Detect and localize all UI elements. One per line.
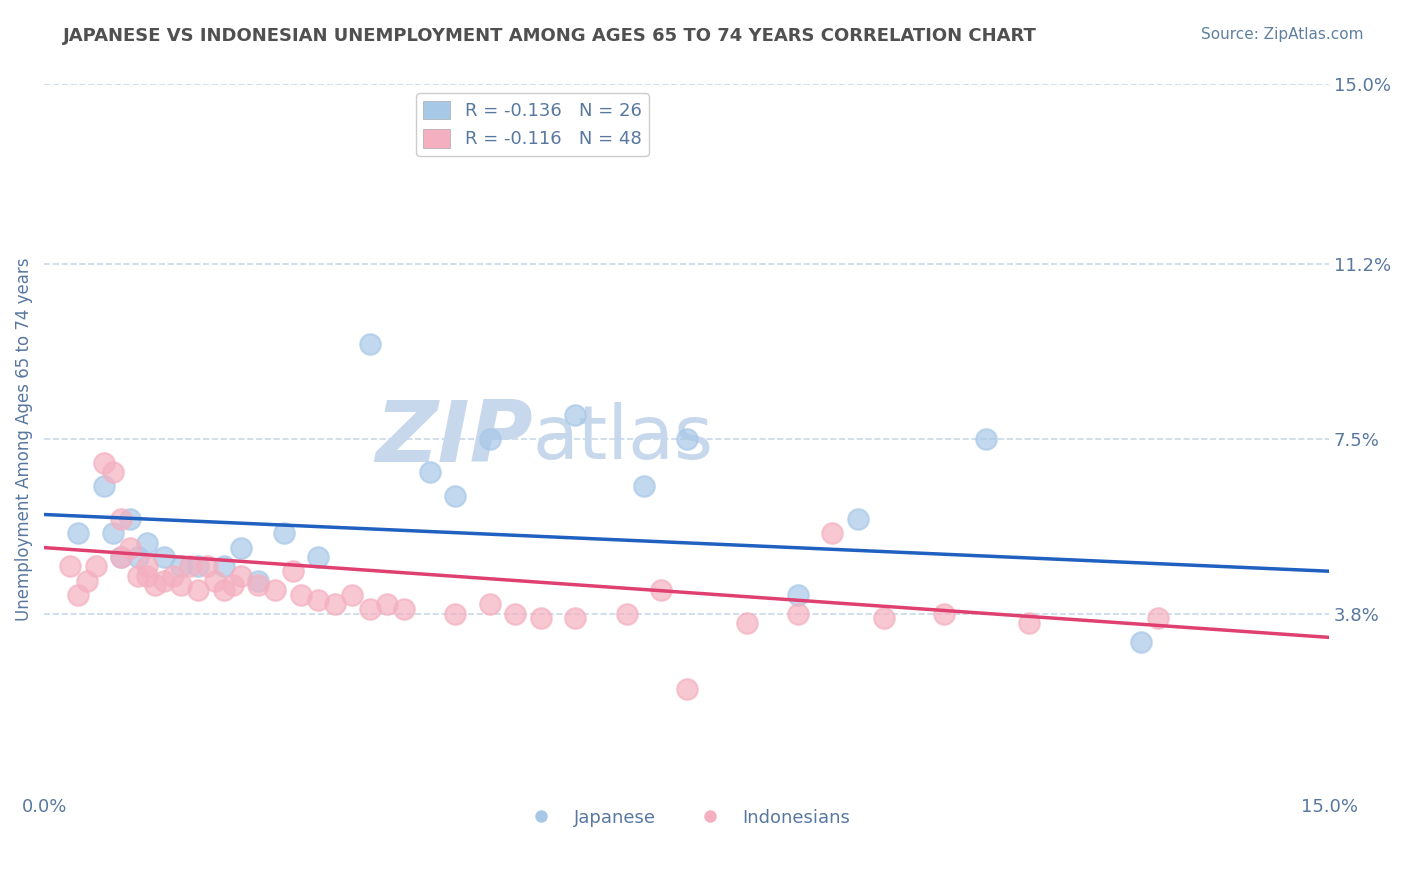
- Text: Source: ZipAtlas.com: Source: ZipAtlas.com: [1201, 27, 1364, 42]
- Point: [127, 569, 149, 583]
- Point: [101, 526, 124, 541]
- Point: [392, 602, 415, 616]
- Point: [872, 611, 894, 625]
- Point: [290, 588, 312, 602]
- Point: [93, 479, 115, 493]
- Point: [135, 536, 157, 550]
- Point: [221, 578, 243, 592]
- Point: [675, 432, 697, 446]
- Point: [281, 564, 304, 578]
- Point: [633, 479, 655, 493]
- Point: [342, 588, 364, 602]
- Point: [247, 574, 270, 588]
- Point: [135, 569, 157, 583]
- Point: [787, 588, 810, 602]
- Point: [84, 559, 107, 574]
- Point: [59, 559, 82, 574]
- Point: [564, 409, 586, 423]
- Point: [478, 432, 501, 446]
- Point: [675, 682, 697, 697]
- Point: [1146, 611, 1168, 625]
- Legend: Japanese, Indonesians: Japanese, Indonesians: [516, 802, 858, 834]
- Text: atlas: atlas: [533, 402, 713, 475]
- Point: [67, 526, 90, 541]
- Point: [650, 583, 672, 598]
- Point: [153, 574, 176, 588]
- Point: [444, 607, 467, 621]
- Point: [273, 526, 295, 541]
- Point: [110, 549, 132, 564]
- Point: [212, 583, 235, 598]
- Point: [444, 489, 467, 503]
- Point: [67, 588, 90, 602]
- Point: [821, 526, 844, 541]
- Point: [212, 559, 235, 574]
- Point: [478, 597, 501, 611]
- Point: [1129, 635, 1152, 649]
- Point: [118, 512, 141, 526]
- Point: [231, 569, 253, 583]
- Point: [325, 597, 347, 611]
- Point: [187, 559, 209, 574]
- Point: [564, 611, 586, 625]
- Point: [135, 559, 157, 574]
- Point: [101, 465, 124, 479]
- Point: [170, 559, 193, 574]
- Point: [195, 559, 218, 574]
- Point: [247, 578, 270, 592]
- Point: [735, 616, 758, 631]
- Point: [110, 549, 132, 564]
- Point: [307, 592, 329, 607]
- Point: [976, 432, 998, 446]
- Point: [375, 597, 398, 611]
- Point: [264, 583, 287, 598]
- Point: [1018, 616, 1040, 631]
- Point: [359, 337, 381, 351]
- Point: [179, 559, 201, 574]
- Point: [170, 578, 193, 592]
- Point: [76, 574, 98, 588]
- Point: [359, 602, 381, 616]
- Text: ZIP: ZIP: [375, 398, 533, 481]
- Point: [846, 512, 869, 526]
- Point: [110, 512, 132, 526]
- Point: [307, 549, 329, 564]
- Point: [530, 611, 553, 625]
- Point: [419, 465, 441, 479]
- Point: [162, 569, 184, 583]
- Point: [932, 607, 955, 621]
- Point: [187, 583, 209, 598]
- Text: JAPANESE VS INDONESIAN UNEMPLOYMENT AMONG AGES 65 TO 74 YEARS CORRELATION CHART: JAPANESE VS INDONESIAN UNEMPLOYMENT AMON…: [63, 27, 1038, 45]
- Y-axis label: Unemployment Among Ages 65 to 74 years: Unemployment Among Ages 65 to 74 years: [15, 257, 32, 621]
- Point: [145, 578, 167, 592]
- Point: [204, 574, 226, 588]
- Point: [127, 549, 149, 564]
- Point: [93, 456, 115, 470]
- Point: [616, 607, 638, 621]
- Point: [153, 549, 176, 564]
- Point: [787, 607, 810, 621]
- Point: [118, 541, 141, 555]
- Point: [231, 541, 253, 555]
- Point: [503, 607, 526, 621]
